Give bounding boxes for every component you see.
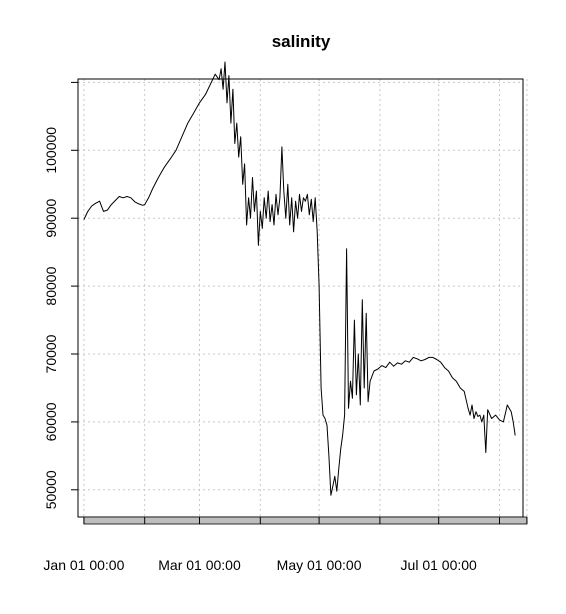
y-axis: 50000 60000 70000 80000 90000 100000 bbox=[43, 81, 78, 509]
y-tick-label: 70000 bbox=[43, 334, 59, 373]
x-tick-label: Jan 01 00:00 bbox=[43, 557, 124, 573]
x-tick-label: May 01 00:00 bbox=[277, 557, 362, 573]
series-line-salinity bbox=[83, 61, 516, 496]
chart-title: salinity bbox=[272, 32, 331, 51]
series-layer bbox=[83, 61, 516, 496]
y-tick-label: 50000 bbox=[43, 470, 59, 509]
grid-layer bbox=[78, 79, 528, 517]
y-tick-label: 100000 bbox=[43, 127, 59, 174]
x-tick-label: Jul 01 00:00 bbox=[401, 557, 477, 573]
y-tick-label: 80000 bbox=[43, 266, 59, 305]
x-axis: Jan 01 00:00 Mar 01 00:00 May 01 00:00 Jul … bbox=[43, 516, 528, 573]
y-tick-label: 60000 bbox=[43, 402, 59, 441]
x-tick-label: Mar 01 00:00 bbox=[158, 557, 241, 573]
time-axis-bar bbox=[83, 516, 528, 525]
y-tick-label: 90000 bbox=[43, 199, 59, 238]
